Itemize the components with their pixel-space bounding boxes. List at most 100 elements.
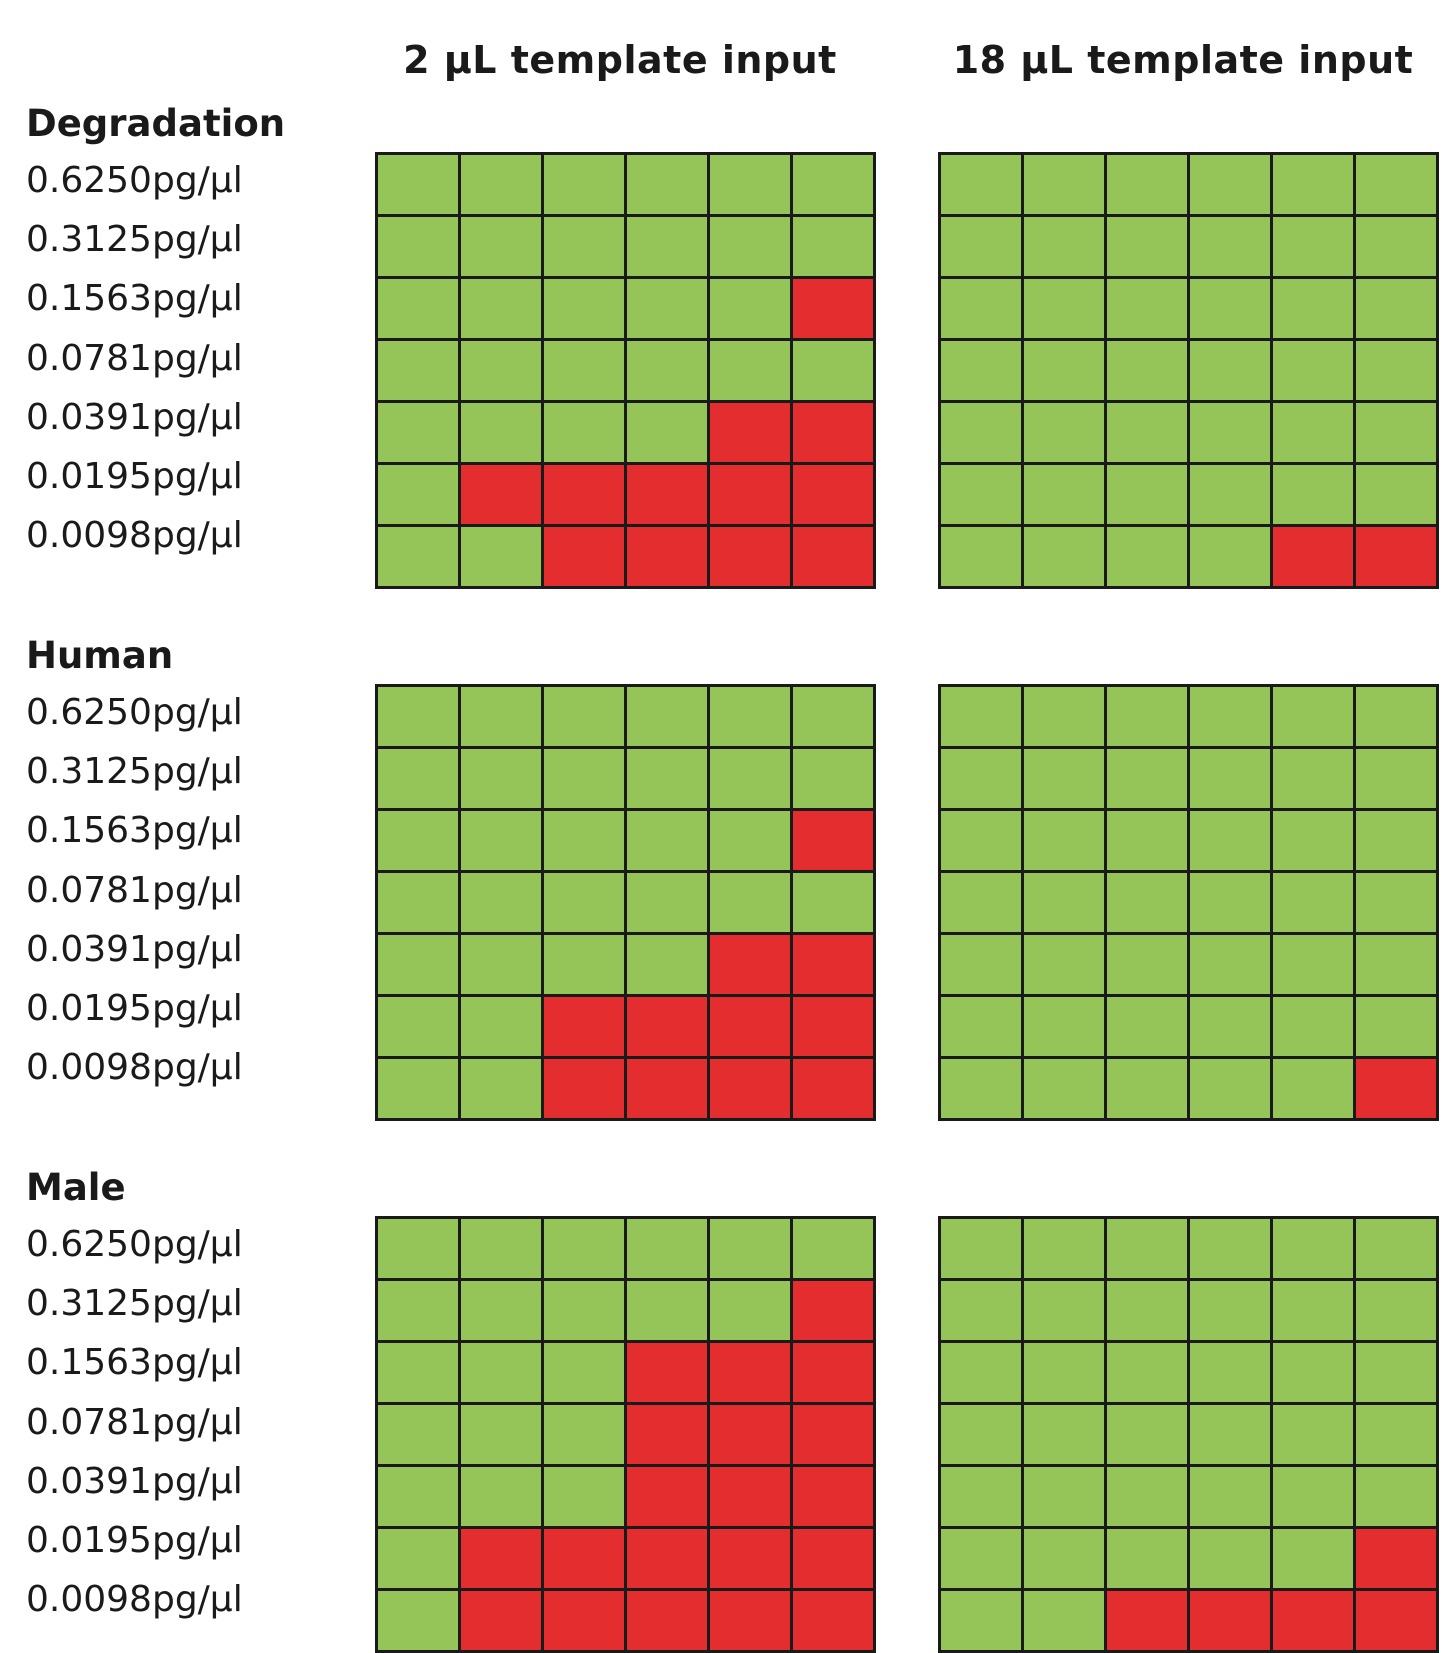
- heatmap-cell-pass: [1107, 341, 1187, 400]
- heatmap-cell-fail: [1356, 1529, 1436, 1588]
- heatmap-cell-pass: [941, 341, 1021, 400]
- heatmap-cell-pass: [544, 1467, 624, 1526]
- heatmap-cell-fail: [1356, 1591, 1436, 1650]
- heatmap-cell-pass: [1107, 1343, 1187, 1402]
- heatmap-cell-fail: [793, 997, 873, 1056]
- heatmap-cell-pass: [941, 1219, 1021, 1278]
- heatmap-cell-pass: [1107, 155, 1187, 214]
- heatmap-cell-pass: [461, 749, 541, 808]
- heatmap-grid-human-2: [938, 684, 1439, 1121]
- heatmap-cell-pass: [1273, 811, 1353, 870]
- heatmap-cell-pass: [1107, 1467, 1187, 1526]
- panel-title-human: Human: [26, 634, 174, 677]
- heatmap-cell-pass: [941, 749, 1021, 808]
- row-label: 0.0391pg/µl: [26, 396, 243, 438]
- heatmap-cell-pass: [1024, 403, 1104, 462]
- heatmap-cell-fail: [627, 1059, 707, 1118]
- heatmap-cell-pass: [627, 279, 707, 338]
- heatmap-cell-pass: [378, 1281, 458, 1340]
- heatmap-cell-pass: [1356, 1281, 1436, 1340]
- heatmap-cell-pass: [1356, 997, 1436, 1056]
- row-label: 0.0781pg/µl: [26, 869, 243, 911]
- heatmap-cell-pass: [710, 1219, 790, 1278]
- heatmap-cell-pass: [1190, 465, 1270, 524]
- heatmap-cell-pass: [1107, 997, 1187, 1056]
- heatmap-cell-fail: [793, 465, 873, 524]
- heatmap-cell-pass: [627, 873, 707, 932]
- heatmap-cell-pass: [378, 873, 458, 932]
- heatmap-cell-fail: [793, 279, 873, 338]
- heatmap-cell-pass: [1024, 1405, 1104, 1464]
- heatmap-cell-pass: [1107, 749, 1187, 808]
- heatmap-cell-pass: [627, 935, 707, 994]
- heatmap-cell-pass: [793, 873, 873, 932]
- heatmap-cell-pass: [544, 155, 624, 214]
- heatmap-cell-pass: [941, 279, 1021, 338]
- heatmap-cell-pass: [544, 341, 624, 400]
- heatmap-cell-pass: [1273, 997, 1353, 1056]
- heatmap-cell-pass: [1024, 1059, 1104, 1118]
- heatmap-cell-pass: [1024, 811, 1104, 870]
- heatmap-cell-pass: [1024, 1591, 1104, 1650]
- heatmap-cell-pass: [710, 873, 790, 932]
- heatmap-cell-pass: [1356, 1343, 1436, 1402]
- heatmap-cell-pass: [461, 155, 541, 214]
- heatmap-cell-pass: [1107, 811, 1187, 870]
- heatmap-cell-pass: [1273, 217, 1353, 276]
- heatmap-cell-pass: [1273, 749, 1353, 808]
- heatmap-cell-fail: [1356, 1059, 1436, 1118]
- heatmap-cell-fail: [1107, 1591, 1187, 1650]
- heatmap-cell-pass: [627, 749, 707, 808]
- heatmap-cell-fail: [710, 1405, 790, 1464]
- row-label: 0.0195pg/µl: [26, 988, 243, 1029]
- heatmap-cell-pass: [1107, 687, 1187, 746]
- heatmap-cell-pass: [461, 1343, 541, 1402]
- heatmap-cell-pass: [1024, 1281, 1104, 1340]
- heatmap-cell-pass: [1024, 687, 1104, 746]
- heatmap-cell-pass: [544, 873, 624, 932]
- heatmap-cell-fail: [710, 403, 790, 462]
- heatmap-cell-pass: [1024, 527, 1104, 586]
- heatmap-cell-pass: [1273, 1059, 1353, 1118]
- row-label: 0.1563pg/µl: [26, 810, 243, 852]
- heatmap-cell-pass: [1190, 217, 1270, 276]
- heatmap-cell-pass: [378, 1343, 458, 1402]
- heatmap-cell-fail: [544, 527, 624, 586]
- heatmap-cell-fail: [793, 527, 873, 586]
- heatmap-cell-pass: [1107, 1059, 1187, 1118]
- heatmap-grid-human-1: [375, 684, 876, 1121]
- heatmap-cell-fail: [461, 1529, 541, 1588]
- heatmap-grid-male-2: [938, 1216, 1439, 1653]
- heatmap-cell-pass: [1190, 1281, 1270, 1340]
- heatmap-cell-pass: [1107, 217, 1187, 276]
- heatmap-cell-pass: [1273, 341, 1353, 400]
- heatmap-cell-pass: [1190, 935, 1270, 994]
- row-label: 0.0195pg/µl: [26, 456, 243, 497]
- heatmap-cell-pass: [1190, 155, 1270, 214]
- heatmap-cell-fail: [544, 1059, 624, 1118]
- heatmap-cell-fail: [544, 465, 624, 524]
- heatmap-cell-pass: [1273, 1219, 1353, 1278]
- heatmap-cell-pass: [941, 403, 1021, 462]
- row-label: 0.6250pg/µl: [26, 692, 243, 733]
- heatmap-cell-pass: [710, 749, 790, 808]
- heatmap-cell-pass: [941, 997, 1021, 1056]
- heatmap-cell-pass: [1356, 873, 1436, 932]
- heatmap-cell-pass: [1273, 873, 1353, 932]
- heatmap-cell-pass: [1024, 1219, 1104, 1278]
- heatmap-cell-pass: [1107, 873, 1187, 932]
- heatmap-cell-pass: [941, 1591, 1021, 1650]
- heatmap-cell-pass: [461, 1219, 541, 1278]
- row-label: 0.0098pg/µl: [26, 1047, 243, 1089]
- heatmap-cell-pass: [461, 935, 541, 994]
- heatmap-cell-fail: [627, 1343, 707, 1402]
- heatmap-cell-pass: [1273, 279, 1353, 338]
- heatmap-cell-pass: [378, 527, 458, 586]
- heatmap-cell-fail: [793, 1281, 873, 1340]
- heatmap-cell-pass: [461, 1467, 541, 1526]
- heatmap-cell-pass: [1190, 279, 1270, 338]
- heatmap-cell-pass: [461, 217, 541, 276]
- heatmap-cell-pass: [1356, 1219, 1436, 1278]
- heatmap-cell-pass: [1190, 403, 1270, 462]
- heatmap-cell-pass: [1024, 155, 1104, 214]
